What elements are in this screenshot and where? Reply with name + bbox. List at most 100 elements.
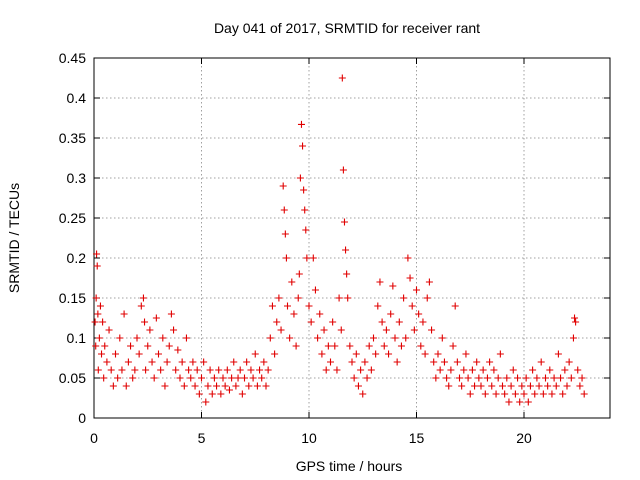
data-point bbox=[228, 374, 236, 382]
data-point bbox=[161, 382, 169, 390]
data-point bbox=[361, 358, 369, 366]
data-point bbox=[346, 342, 354, 350]
data-point bbox=[400, 294, 408, 302]
data-point bbox=[93, 262, 101, 270]
data-point bbox=[256, 366, 264, 374]
data-point bbox=[561, 366, 569, 374]
data-point bbox=[335, 294, 343, 302]
data-point bbox=[137, 302, 145, 310]
data-point bbox=[391, 334, 399, 342]
data-point bbox=[406, 274, 414, 282]
data-point bbox=[114, 374, 122, 382]
data-point bbox=[462, 350, 470, 358]
data-point bbox=[402, 334, 410, 342]
y-tick-label: 0.25 bbox=[59, 210, 86, 226]
data-point bbox=[210, 374, 218, 382]
data-point bbox=[434, 350, 442, 358]
y-tick-labels: 0 0.05 0.1 0.15 0.2 0.25 0.3 0.35 0.4 0.45 bbox=[59, 50, 86, 426]
data-point bbox=[280, 206, 288, 214]
y-tick-label: 0.35 bbox=[59, 130, 86, 146]
data-point bbox=[440, 358, 448, 366]
data-point bbox=[105, 326, 113, 334]
gridlines bbox=[94, 58, 610, 418]
data-point bbox=[514, 374, 522, 382]
data-point bbox=[537, 358, 545, 366]
data-point bbox=[333, 366, 341, 374]
data-point bbox=[172, 366, 180, 374]
data-point bbox=[518, 382, 526, 390]
data-point bbox=[466, 390, 474, 398]
data-point bbox=[215, 366, 223, 374]
data-point bbox=[279, 182, 287, 190]
data-point bbox=[150, 374, 158, 382]
data-point bbox=[516, 398, 524, 406]
data-point bbox=[505, 398, 513, 406]
data-point bbox=[127, 342, 135, 350]
axes bbox=[93, 57, 611, 419]
data-point bbox=[376, 278, 384, 286]
data-point bbox=[99, 318, 107, 326]
data-point bbox=[449, 342, 457, 350]
data-point bbox=[363, 374, 371, 382]
data-point bbox=[163, 358, 171, 366]
data-point bbox=[146, 326, 154, 334]
data-point bbox=[338, 74, 346, 82]
data-point bbox=[337, 326, 345, 334]
data-point bbox=[533, 374, 541, 382]
data-point bbox=[387, 310, 395, 318]
data-point bbox=[423, 294, 431, 302]
data-point bbox=[120, 310, 128, 318]
data-point bbox=[198, 374, 205, 382]
data-point bbox=[542, 374, 549, 382]
data-point bbox=[343, 270, 351, 278]
data-point bbox=[189, 358, 197, 366]
data-point bbox=[193, 366, 201, 374]
data-point bbox=[284, 302, 291, 310]
data-point bbox=[359, 390, 367, 398]
data-point bbox=[483, 374, 491, 382]
data-point bbox=[443, 374, 451, 382]
data-point bbox=[314, 334, 322, 342]
data-point bbox=[148, 358, 156, 366]
data-point bbox=[479, 366, 487, 374]
data-point bbox=[245, 382, 253, 390]
data-point bbox=[302, 226, 310, 234]
data-point bbox=[339, 166, 347, 174]
data-point bbox=[191, 382, 199, 390]
data-point bbox=[273, 318, 281, 326]
data-point bbox=[300, 186, 308, 194]
data-point bbox=[447, 366, 455, 374]
data-point bbox=[503, 374, 511, 382]
data-point bbox=[535, 382, 543, 390]
data-point bbox=[348, 358, 356, 366]
data-point bbox=[286, 334, 294, 342]
y-tick-label: 0.15 bbox=[59, 290, 86, 306]
data-point bbox=[432, 374, 440, 382]
data-point bbox=[195, 390, 203, 398]
data-point bbox=[292, 342, 300, 350]
y-tick-label: 0.2 bbox=[67, 250, 87, 266]
x-tick-label: 0 bbox=[90, 430, 98, 446]
data-point bbox=[456, 374, 463, 382]
data-point bbox=[471, 382, 479, 390]
data-point bbox=[574, 366, 582, 374]
data-point bbox=[327, 358, 334, 366]
data-point bbox=[170, 326, 178, 334]
data-point bbox=[303, 254, 311, 262]
data-point bbox=[206, 366, 214, 374]
data-point bbox=[96, 302, 104, 310]
data-point bbox=[271, 350, 279, 358]
data-point bbox=[522, 374, 530, 382]
data-point bbox=[318, 350, 326, 358]
data-point bbox=[374, 302, 382, 310]
data-point bbox=[488, 382, 496, 390]
data-point bbox=[131, 366, 139, 374]
data-point bbox=[520, 390, 528, 398]
data-point bbox=[524, 398, 532, 406]
data-point bbox=[357, 366, 365, 374]
data-point bbox=[309, 254, 317, 262]
data-point bbox=[107, 366, 115, 374]
data-point bbox=[417, 342, 425, 350]
x-tick-label: 10 bbox=[301, 430, 317, 446]
